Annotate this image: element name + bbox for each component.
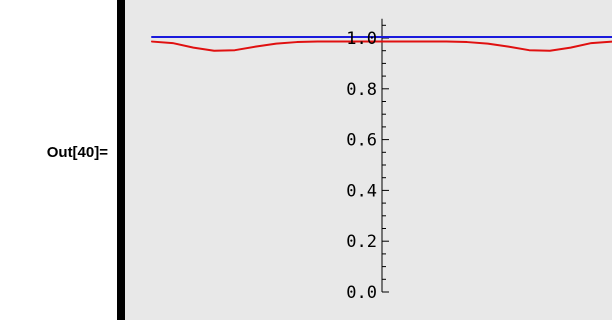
series-group [151, 35, 612, 52]
y-tick-labels: 0.0 0.2 0.4 0.6 0.8 1.0 [346, 29, 377, 303]
y-tick-label: 1.0 [346, 29, 377, 49]
y-tick-label: 0.8 [346, 80, 377, 100]
output-cell-label: Out[40]= [46, 144, 108, 161]
cell-bracket[interactable] [117, 0, 125, 320]
y-tick-label: 0.4 [346, 181, 377, 201]
y-axis [381, 18, 389, 293]
y-tick-label: 0.2 [346, 232, 377, 252]
plot-area: 0.0 0.2 0.4 0.6 0.8 1.0 [125, 0, 612, 320]
y-tick-label: 0.6 [346, 131, 377, 151]
series-line-1 [151, 40, 612, 52]
y-tick-label: 0.0 [346, 283, 377, 303]
line-chart: 0.0 0.2 0.4 0.6 0.8 1.0 [151, 18, 612, 303]
